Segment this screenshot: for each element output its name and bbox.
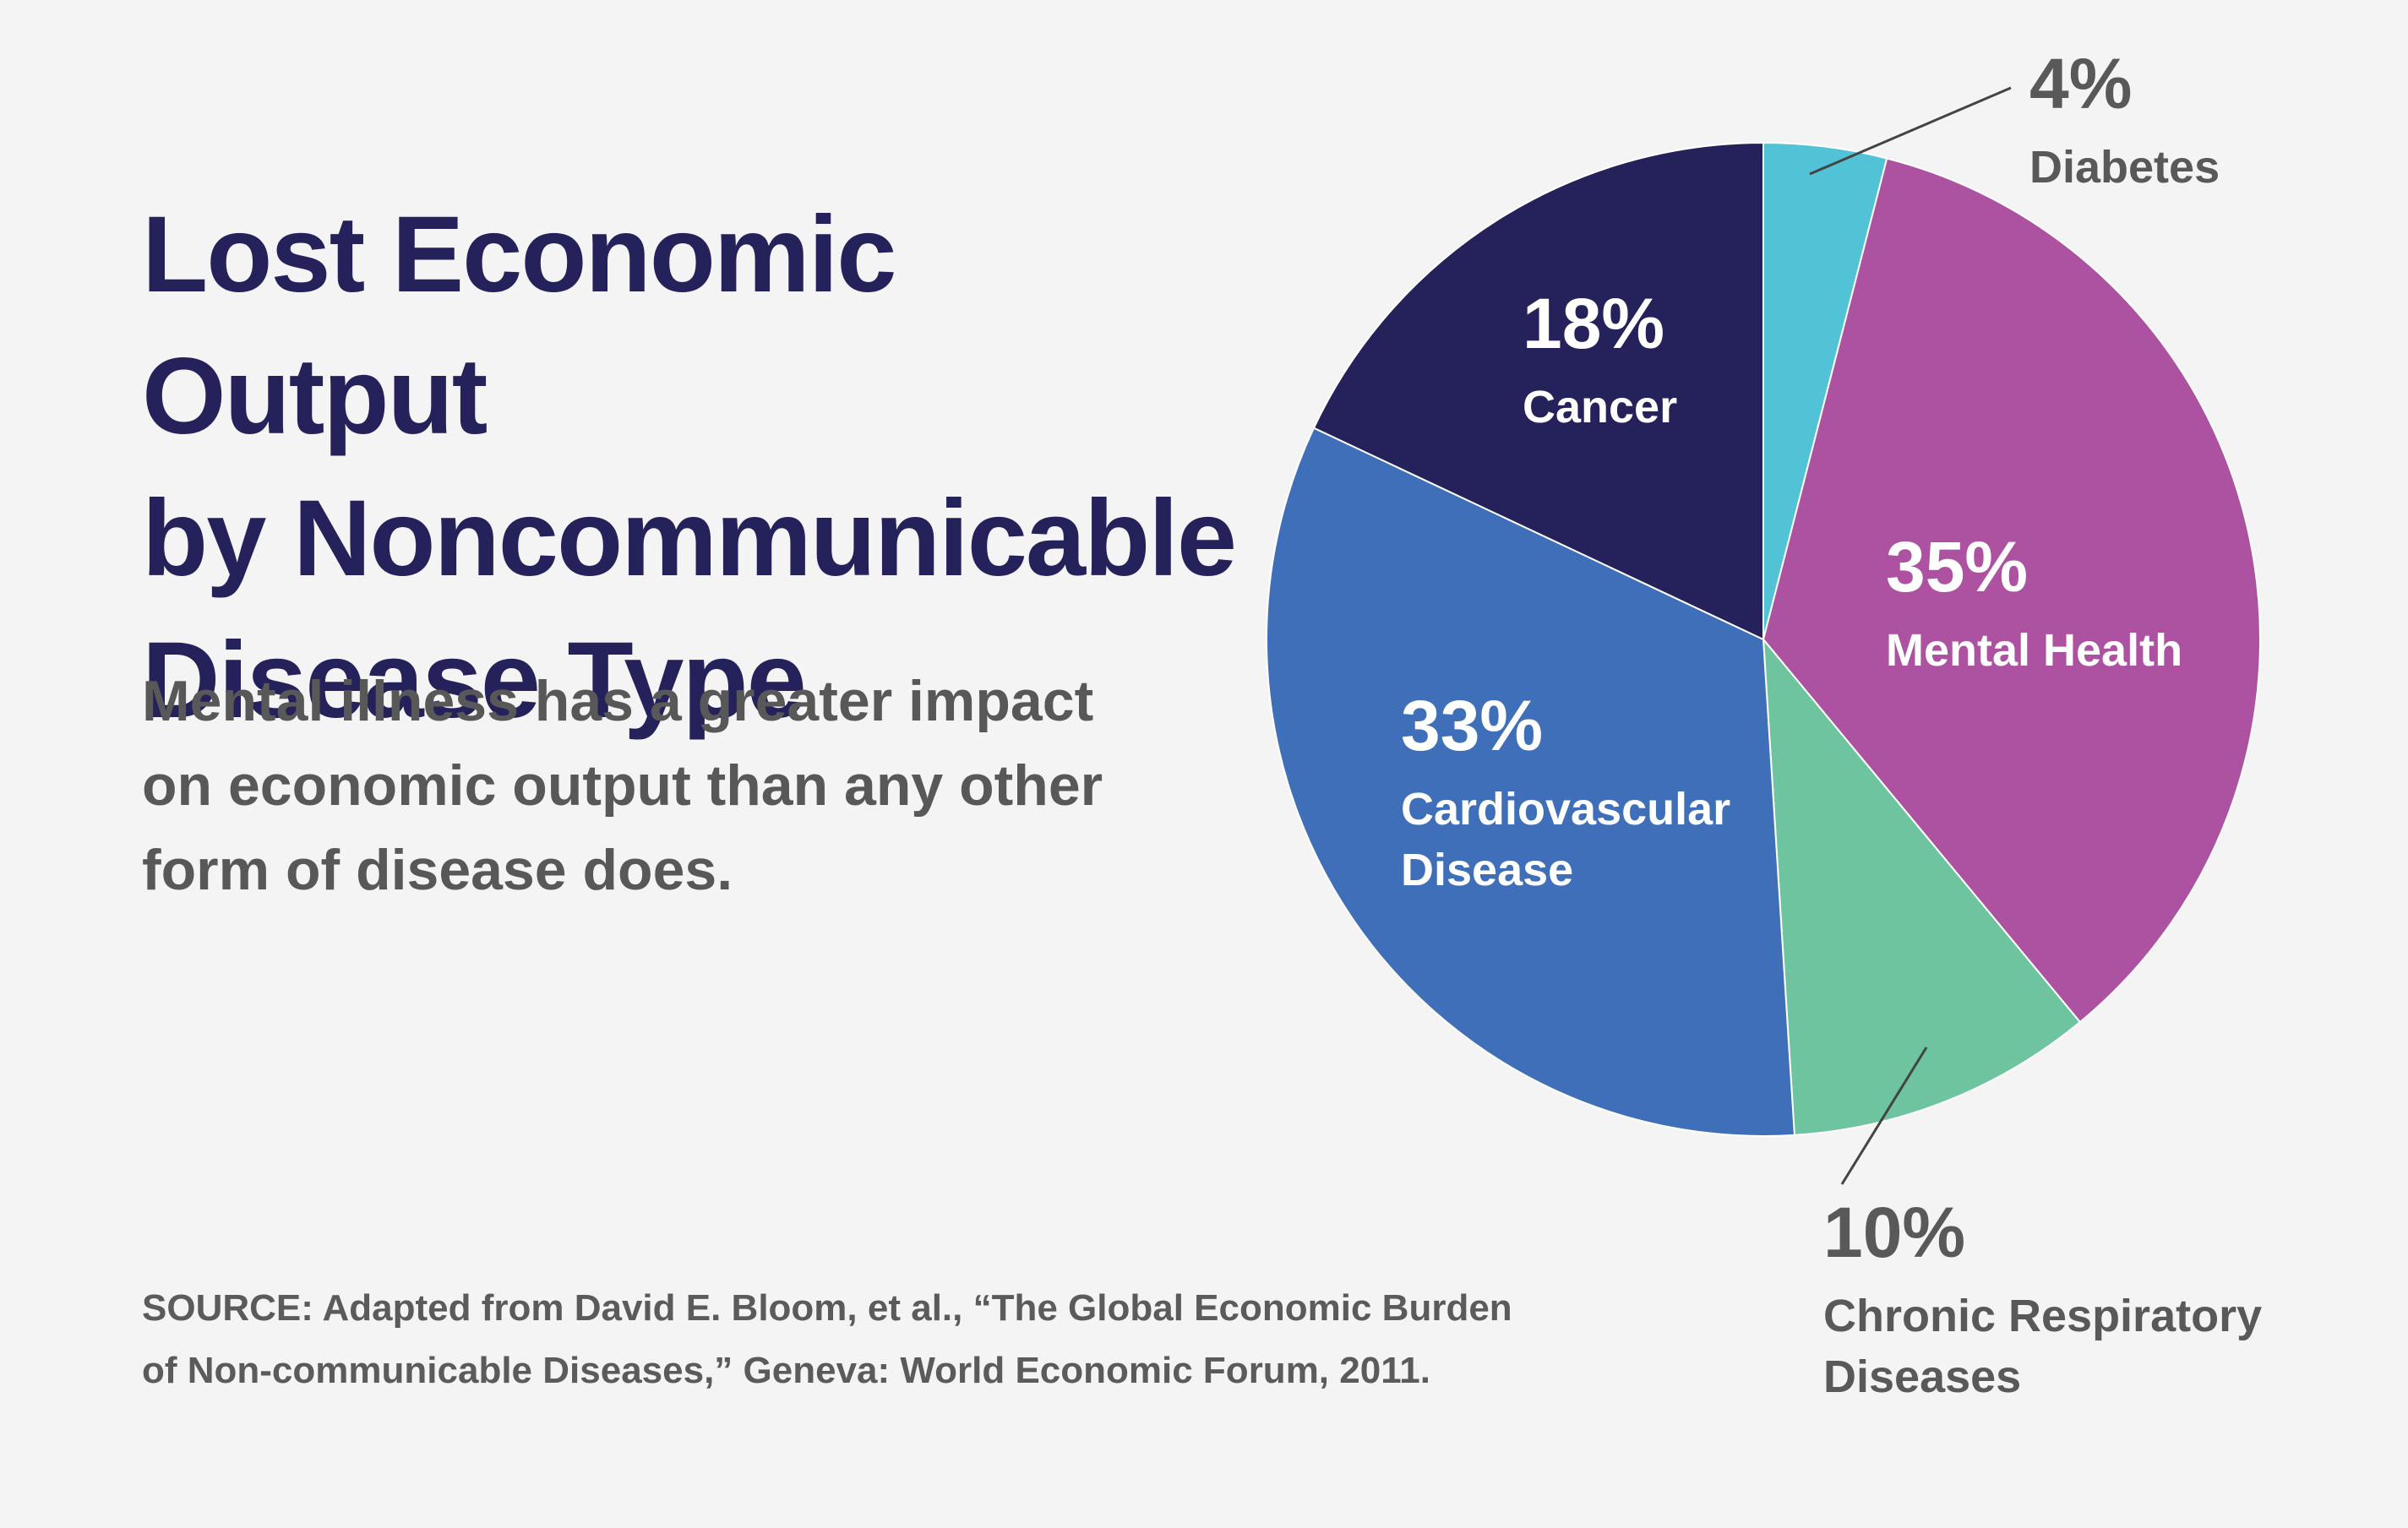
chart-title-line: by Noncommunicable [142, 478, 1237, 599]
slice-percent-label: 10% [1823, 1193, 1965, 1272]
chart-subtitle-line: Mental illness has a greater impact [142, 669, 1094, 733]
pie-slice [1265, 427, 1795, 1137]
chart-subtitle-line: form of disease does. [142, 838, 733, 902]
pie-slice [1312, 141, 1764, 641]
pie-slice [1762, 157, 2261, 1024]
slice-name-label: Cancer [1523, 382, 1677, 432]
slice-name-label: Cardiovascular [1401, 784, 1730, 835]
chart-subtitle-line: on economic output than any other [142, 753, 1103, 818]
slice-percent-label: 35% [1886, 527, 2028, 606]
chart-title: Lost Economic Output by Noncommunicable … [142, 184, 1257, 752]
slice-percent-label: 18% [1523, 284, 1664, 363]
slice-percent-label: 33% [1401, 686, 1543, 765]
slice-name-label: Diseases [1823, 1351, 2021, 1402]
leader-line [1840, 1047, 1928, 1185]
chart-title-line: Disease Type [142, 620, 807, 741]
pie-slice [1762, 636, 2082, 1136]
slice-name-label: Mental Health [1886, 625, 2182, 676]
slice-percent-label: 4% [2029, 44, 2132, 123]
slice-name-label: Diabetes [2029, 142, 2220, 193]
slice-name-label: Chronic Respiratory [1823, 1291, 2262, 1341]
chart-title-line: Lost Economic Output [142, 194, 896, 457]
chart-subtitle: Mental illness has a greater impact on e… [142, 659, 1198, 912]
leader-line [1809, 86, 2012, 176]
slice-name-label: Disease [1401, 845, 1573, 895]
source-note-line: SOURCE: Adapted from David E. Bloom, et … [142, 1287, 1512, 1329]
source-note: SOURCE: Adapted from David E. Bloom, et … [142, 1277, 1663, 1402]
source-note-line: of Non-communicable Diseases,” Geneva: W… [142, 1350, 1430, 1391]
